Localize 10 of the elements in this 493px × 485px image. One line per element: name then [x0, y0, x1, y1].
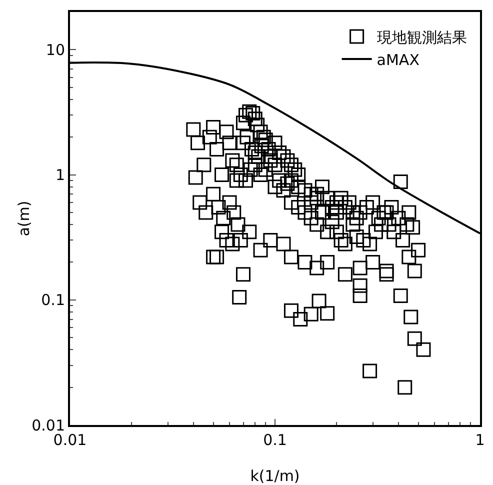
y-tick-label: 0.01: [32, 416, 65, 434]
y-tick-label: 1: [55, 166, 65, 184]
x-tick-label: 1: [475, 431, 485, 449]
x-tick-label: 0.1: [263, 431, 287, 449]
y-tick-label: 0.1: [41, 291, 65, 310]
y-tick-label: 10: [46, 40, 65, 59]
legend-label: 現地観測結果: [376, 28, 467, 46]
legend-label: aMAX: [376, 50, 420, 69]
x-axis-title: k(1/m): [250, 467, 300, 485]
y-axis-title: a(m): [15, 200, 33, 236]
